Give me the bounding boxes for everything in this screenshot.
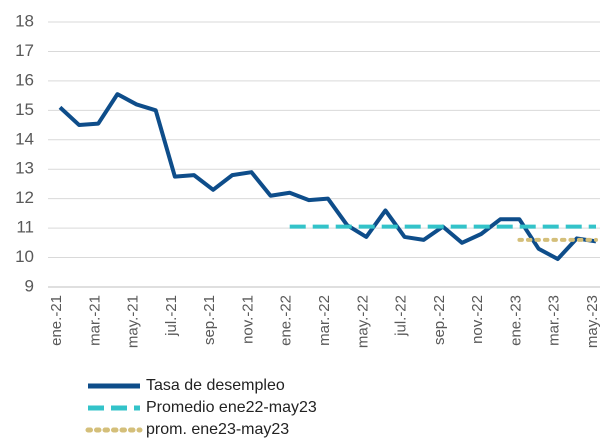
x-tick-label: mar.-22 [316, 295, 333, 346]
x-tick-label: mar.-21 [86, 295, 103, 346]
y-tick-label: 9 [25, 276, 34, 295]
legend-label: prom. ene23-may23 [146, 421, 289, 438]
x-tick-label: jul.-22 [393, 295, 410, 337]
legend-label: Tasa de desempleo [146, 377, 285, 394]
x-tick-label: ene.-23 [507, 295, 524, 346]
y-tick-label: 13 [15, 159, 34, 178]
y-tick-label: 10 [15, 247, 34, 266]
x-tick-label: sep.-22 [431, 295, 448, 345]
x-tick-label: may.-21 [125, 295, 142, 348]
y-tick-label: 14 [15, 129, 34, 148]
x-tick-label: ene.-22 [278, 295, 295, 346]
x-tick-label: jul.-21 [163, 295, 180, 337]
y-tick-label: 16 [15, 70, 34, 89]
x-tick-label: nov.-21 [239, 295, 256, 344]
y-tick-label: 12 [15, 188, 34, 207]
y-tick-label: 15 [15, 100, 34, 119]
series-line [58, 92, 597, 262]
y-tick-label: 18 [15, 11, 34, 30]
x-tick-label: mar.-23 [546, 295, 563, 346]
legend-label: Promedio ene22-may23 [146, 399, 317, 416]
x-tick-label: ene.-21 [48, 295, 65, 346]
x-tick-label: sep.-21 [201, 295, 218, 345]
y-tick-label: 11 [16, 218, 34, 237]
x-tick-label: may.-23 [584, 295, 601, 348]
x-tick-label: nov.-22 [469, 295, 486, 344]
y-tick-label: 17 [15, 41, 34, 60]
x-tick-label: may.-22 [354, 295, 371, 348]
